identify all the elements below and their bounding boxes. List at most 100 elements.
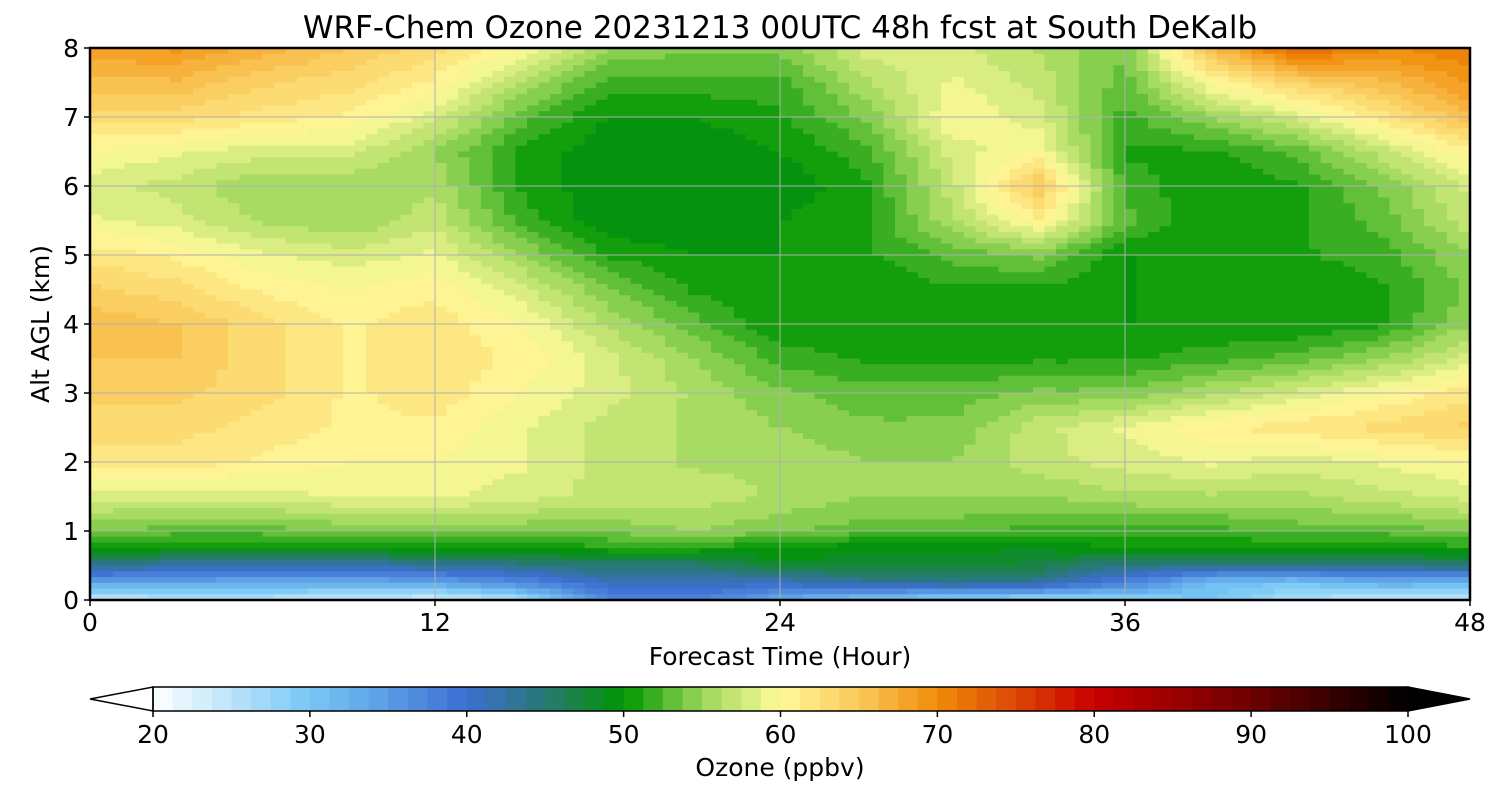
heatmap-cell [883, 53, 896, 61]
heatmap-cell [1366, 157, 1379, 164]
heatmap-cell [251, 266, 264, 273]
heatmap-cell [768, 140, 781, 147]
heatmap-cell [1171, 197, 1184, 204]
heatmap-cell [975, 191, 988, 199]
heatmap-cell [734, 151, 747, 158]
heatmap-cell [906, 266, 919, 273]
heatmap-cell [1240, 117, 1253, 124]
heatmap-cell [492, 226, 505, 233]
heatmap-cell [768, 117, 781, 124]
heatmap-cell [1056, 174, 1069, 181]
heatmap-cell [239, 94, 252, 101]
heatmap-cell [975, 151, 988, 158]
heatmap-cell [1297, 186, 1310, 193]
heatmap-cell [665, 145, 678, 153]
heatmap-cell [584, 53, 597, 61]
heatmap-cell [423, 105, 436, 112]
heatmap-cell [860, 226, 873, 233]
heatmap-cell [849, 65, 862, 72]
heatmap-cell [1366, 71, 1379, 78]
heatmap-cell [170, 48, 183, 55]
heatmap-cell [1113, 266, 1126, 273]
heatmap-cell [297, 65, 310, 72]
heatmap-cell [285, 197, 298, 204]
heatmap-cell [849, 243, 862, 250]
heatmap-cell [216, 163, 229, 170]
heatmap-cell [1274, 255, 1287, 262]
heatmap-cell [1033, 226, 1046, 233]
heatmap-cell [1125, 220, 1138, 227]
heatmap-cell [1309, 272, 1322, 279]
heatmap-cell [1228, 266, 1241, 273]
heatmap-cell [1320, 249, 1333, 256]
heatmap-cell [205, 186, 218, 193]
heatmap-cell [1401, 163, 1414, 170]
heatmap-cell [849, 266, 862, 273]
heatmap-cell [504, 151, 517, 158]
heatmap-cell [1286, 163, 1299, 170]
heatmap-cell [584, 145, 597, 153]
heatmap-cell [630, 111, 643, 118]
heatmap-cell [354, 48, 367, 55]
heatmap-cell [1021, 59, 1034, 66]
heatmap-cell [159, 76, 172, 84]
heatmap-cell [1435, 134, 1448, 141]
heatmap-cell [596, 145, 609, 153]
heatmap-cell [1090, 145, 1103, 153]
heatmap-cell [550, 180, 563, 187]
heatmap-cell [412, 117, 425, 124]
heatmap-cell [262, 260, 275, 268]
heatmap-cell [1067, 255, 1080, 262]
heatmap-cell [596, 157, 609, 164]
heatmap-cell [1044, 272, 1057, 279]
heatmap-cell [722, 203, 735, 210]
heatmap-cell [803, 122, 816, 130]
heatmap-cell [987, 186, 1000, 193]
heatmap-cell [1194, 88, 1207, 95]
heatmap-cell [1401, 209, 1414, 216]
heatmap-cell [1332, 209, 1345, 216]
heatmap-cell [814, 174, 827, 181]
heatmap-cell [1148, 237, 1161, 245]
heatmap-cell [975, 278, 988, 285]
heatmap-cell [1378, 163, 1391, 170]
heatmap-cell [872, 145, 885, 153]
heatmap-cell [929, 71, 942, 78]
heatmap-cell [883, 260, 896, 268]
heatmap-cell [354, 278, 367, 285]
heatmap-cell [285, 117, 298, 124]
heatmap-cell [1136, 117, 1149, 124]
heatmap-cell [446, 232, 459, 239]
heatmap-cell [711, 278, 724, 285]
heatmap-cell [1424, 220, 1437, 227]
heatmap-cell [607, 163, 620, 170]
heatmap-cell [1136, 59, 1149, 66]
heatmap-cell [343, 255, 356, 262]
heatmap-cell [596, 220, 609, 227]
heatmap-cell [837, 220, 850, 227]
heatmap-cell [883, 209, 896, 216]
heatmap-cell [1389, 48, 1402, 55]
heatmap-cell [538, 163, 551, 170]
heatmap-cell [469, 272, 482, 279]
heatmap-cell [262, 117, 275, 124]
heatmap-cell [297, 260, 310, 268]
heatmap-cell [745, 65, 758, 72]
heatmap-cell [366, 209, 379, 216]
heatmap-cell [274, 99, 287, 107]
heatmap-cell [1136, 48, 1149, 55]
heatmap-cell [849, 140, 862, 147]
heatmap-cell [1182, 191, 1195, 199]
heatmap-cell [1044, 255, 1057, 262]
heatmap-cell [1286, 272, 1299, 279]
heatmap-cell [377, 220, 390, 227]
heatmap-cell [791, 105, 804, 112]
heatmap-cell [1240, 226, 1253, 233]
heatmap-cell [711, 65, 724, 72]
heatmap-cell [1424, 122, 1437, 130]
heatmap-cell [366, 168, 379, 176]
heatmap-cell [596, 186, 609, 193]
heatmap-cell [308, 105, 321, 112]
heatmap-cell [458, 59, 471, 66]
heatmap-cell [573, 243, 586, 250]
